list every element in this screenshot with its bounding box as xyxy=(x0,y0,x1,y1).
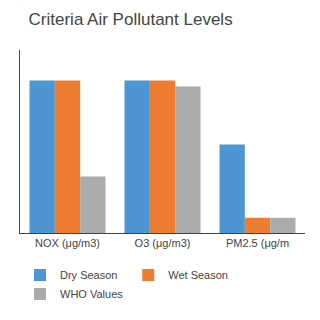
svg-text:O3 (μg/m3): O3 (μg/m3) xyxy=(135,237,191,249)
svg-text:PM2.5 (μg/m: PM2.5 (μg/m xyxy=(226,237,289,249)
svg-text:Criteria Air Pollutant Levels: Criteria Air Pollutant Levels xyxy=(29,10,233,29)
svg-text:WHO Values: WHO Values xyxy=(60,288,123,300)
svg-text:Wet Season: Wet Season xyxy=(168,269,228,281)
svg-text:Dry Season: Dry Season xyxy=(60,269,117,281)
svg-text:NOX (μg/m3): NOX (μg/m3) xyxy=(35,237,100,249)
